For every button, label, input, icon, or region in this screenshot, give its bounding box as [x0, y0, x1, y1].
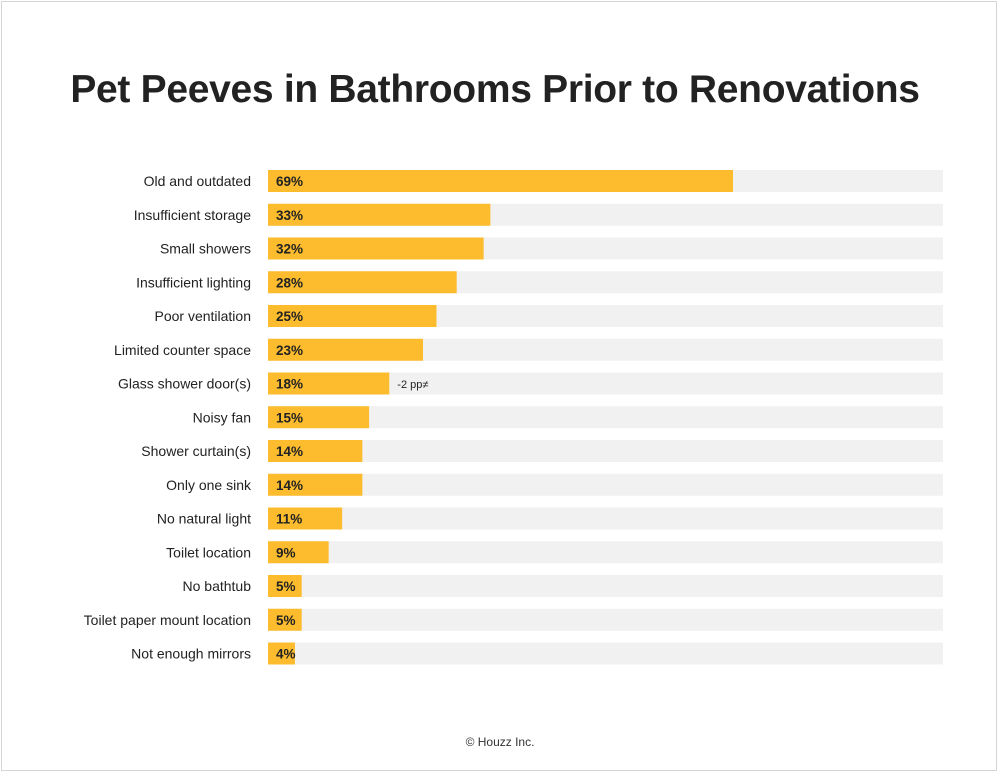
bar: [268, 642, 295, 665]
category-label: Shower curtain(s): [141, 443, 251, 459]
bar-track: [268, 642, 943, 665]
category-label: Only one sink: [166, 477, 252, 493]
value-label: 15%: [276, 410, 303, 425]
value-label: 25%: [276, 309, 303, 324]
value-label: 11%: [276, 512, 302, 527]
category-label: Insufficient storage: [134, 207, 251, 223]
bar: [268, 372, 390, 395]
bar-track: [268, 575, 943, 597]
bar: [268, 305, 437, 327]
bar: [268, 237, 484, 260]
value-label: 28%: [276, 275, 303, 290]
category-label: Toilet location: [166, 544, 251, 560]
value-label: 4%: [276, 647, 296, 662]
category-label: Toilet paper mount location: [84, 612, 251, 628]
value-label: 14%: [276, 478, 303, 493]
category-label: No bathtub: [183, 578, 252, 594]
bar: [268, 406, 370, 429]
bar-track: [268, 338, 943, 361]
bar-track: [268, 440, 943, 462]
bar: [268, 507, 343, 530]
category-label: Glass shower door(s): [118, 376, 251, 392]
value-label: 69%: [276, 174, 303, 189]
bar: [268, 170, 734, 192]
category-label: Old and outdated: [144, 173, 251, 189]
bar-track: [268, 406, 943, 429]
bar-track: [268, 541, 943, 564]
copyright-footer: © Houzz Inc.: [465, 735, 535, 749]
bar: [268, 473, 363, 496]
category-label: Small showers: [160, 241, 251, 257]
bar: [268, 203, 491, 226]
chart-title: Pet Peeves in Bathrooms Prior to Renovat…: [70, 68, 920, 111]
bar: [268, 608, 302, 631]
value-label: 18%: [276, 377, 303, 392]
bar: [268, 271, 457, 294]
annotation-label: -2 pp≠: [397, 379, 428, 391]
bar-track: [268, 507, 943, 530]
bar-track: [268, 473, 943, 496]
bar: [268, 338, 424, 361]
value-label: 32%: [276, 242, 303, 257]
category-label: Poor ventilation: [154, 308, 251, 324]
bar-track: [268, 372, 943, 395]
category-label: Noisy fan: [193, 409, 251, 425]
category-label: No natural light: [157, 511, 251, 527]
bar: [268, 575, 302, 597]
category-label: Not enough mirrors: [131, 646, 251, 662]
value-label: 5%: [276, 613, 296, 628]
category-label: Limited counter space: [114, 342, 251, 358]
bar: [268, 541, 329, 564]
bar-track: [268, 305, 943, 327]
value-label: 14%: [276, 444, 303, 459]
bar-track: [268, 608, 943, 631]
value-label: 23%: [276, 343, 303, 358]
bar: [268, 440, 363, 462]
value-label: 5%: [276, 579, 296, 594]
value-label: 9%: [276, 545, 296, 560]
value-label: 33%: [276, 208, 303, 223]
category-label: Insufficient lighting: [136, 274, 251, 290]
